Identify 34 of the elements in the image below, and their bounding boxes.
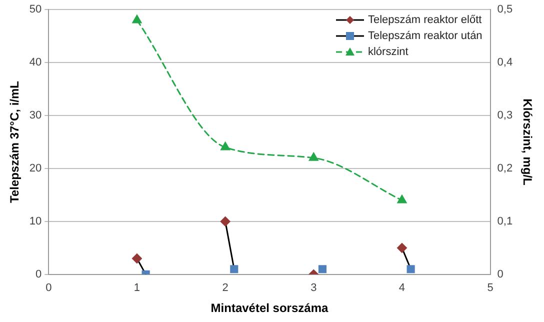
y-tick-label: 40: [29, 56, 42, 69]
x-tick-label: 2: [222, 282, 228, 294]
point: [318, 265, 327, 274]
y-tick-label: 20: [29, 162, 42, 175]
y2-tick-label: 0,2: [497, 162, 513, 175]
y2-tick-label: 0,3: [497, 110, 513, 122]
x-tick-label: 1: [134, 282, 140, 294]
y2-axis-title: Klórszint, mg/L: [520, 98, 534, 186]
y-tick-label: 10: [29, 215, 42, 228]
point: [308, 152, 318, 161]
x-tick-label: 0: [46, 282, 52, 294]
x-tick-label: 4: [398, 282, 406, 294]
point: [230, 265, 238, 274]
point: [132, 254, 142, 264]
y2-tick-label: 0,5: [497, 4, 513, 16]
legend-label: Telepszám reaktor előtt: [368, 12, 482, 28]
y-tick-label: 0: [36, 268, 42, 280]
point: [220, 142, 230, 150]
y2-tick-label: 0: [497, 268, 504, 280]
point: [406, 265, 415, 274]
x-tick-label: 5: [487, 282, 494, 294]
legend-label: klórszint: [368, 44, 408, 60]
point: [396, 242, 407, 253]
x-tick-label: 3: [310, 282, 317, 294]
x-axis-title: Mintavétel sorszáma: [210, 301, 328, 316]
y-tick-label: 30: [29, 110, 42, 122]
y2-tick-label: 0,1: [497, 215, 513, 228]
y-tick-label: 50: [29, 4, 42, 16]
point: [220, 216, 230, 226]
legend-label: Telepszám reaktor után: [368, 28, 482, 44]
point: [397, 195, 407, 204]
y-axis-title: Telepszám 37°C, i/mL: [8, 81, 22, 203]
point: [132, 14, 142, 24]
y2-tick-label: 0,4: [497, 56, 513, 69]
